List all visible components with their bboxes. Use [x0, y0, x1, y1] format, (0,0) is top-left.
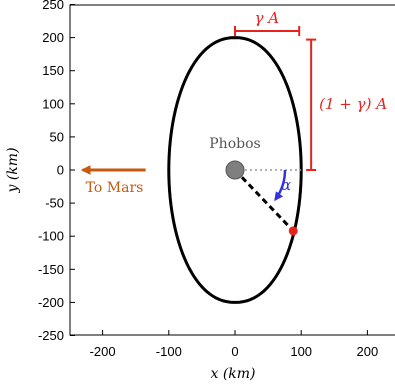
orbit-ellipse [167, 36, 303, 304]
x-tick-label: 0 [231, 344, 238, 359]
one-plus-gamma-a-label: (1 + γ) A [319, 95, 387, 113]
y-tick-label: -150 [38, 262, 64, 277]
y-axis-ticks: 250 200 150 100 50 0 -50 -100 -150 -200 -250 [38, 0, 75, 343]
x-tick-label: 100 [290, 344, 312, 359]
y-tick-label: -50 [45, 196, 64, 211]
alpha-angle-arc [274, 169, 287, 202]
x-axis-label: x (km) [210, 366, 255, 382]
y-tick-label: 0 [57, 163, 64, 178]
y-tick-label: 100 [42, 96, 64, 111]
gamma-a-bracket [234, 25, 301, 36]
x-axis-ticks: -200 -100 0 100 200 [90, 330, 379, 359]
x-tick-label: 200 [357, 344, 379, 359]
y-tick-label: -200 [38, 295, 64, 310]
phobos-marker [225, 160, 245, 180]
x-tick-label: -100 [156, 344, 182, 359]
orbit-point-marker [288, 226, 298, 236]
alpha-label: α [281, 176, 291, 194]
radius-dashed-line [233, 168, 295, 232]
phobos-label: Phobos [209, 136, 260, 152]
gamma-a-label: γ A [254, 9, 279, 27]
x-tick-label: -200 [90, 344, 116, 359]
y-tick-label: 200 [42, 30, 64, 45]
y-tick-label: -250 [38, 328, 64, 343]
y-tick-label: 50 [50, 129, 64, 144]
one-plus-gamma-a-bracket [306, 38, 317, 171]
y-axis-label: y (km) [5, 147, 21, 193]
y-tick-label: 250 [42, 0, 64, 12]
to-mars-label: To Mars [86, 180, 144, 196]
y-tick-label: -100 [38, 229, 64, 244]
y-tick-label: 150 [42, 63, 64, 78]
